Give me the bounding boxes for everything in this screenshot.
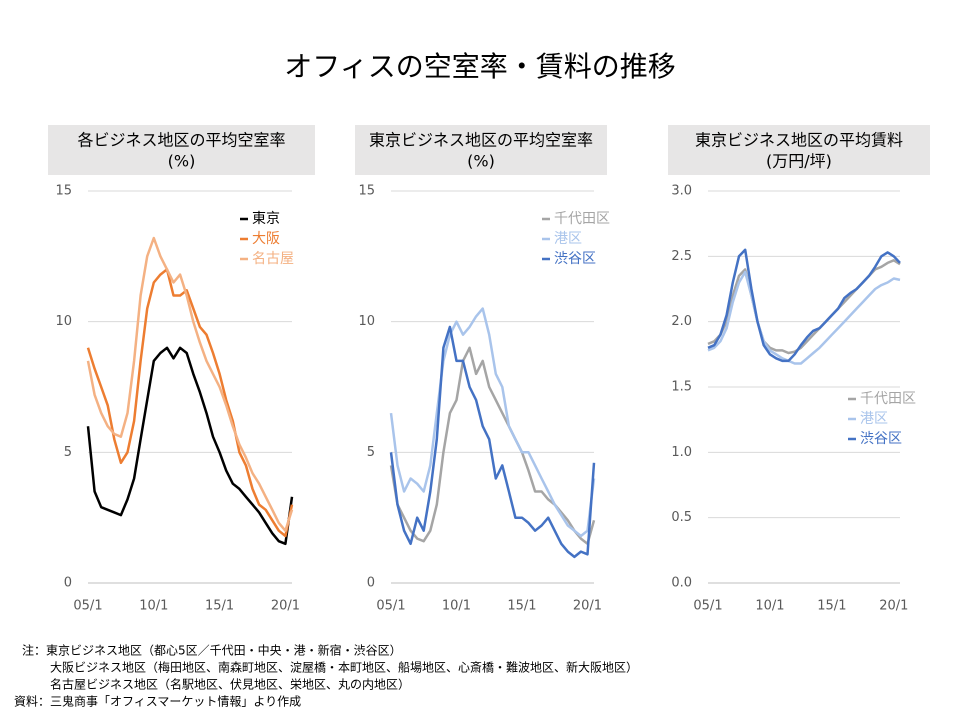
- y-tick-label: 15: [55, 184, 72, 199]
- data-line: [707, 270, 901, 365]
- y-tick-label: 5: [64, 445, 72, 460]
- x-tick-label: 10/1: [755, 599, 784, 614]
- data-line: [389, 346, 596, 546]
- x-tick-label: 20/1: [271, 599, 300, 614]
- x-tick-label: 20/1: [573, 599, 602, 614]
- legend-label: 千代田区: [554, 211, 610, 227]
- x-tick-label: 20/1: [879, 599, 908, 614]
- x-tick-label: 15/1: [507, 599, 536, 614]
- data-line: [86, 236, 294, 532]
- y-tick-label: 0.0: [671, 576, 692, 591]
- legend-label: 港区: [554, 231, 582, 247]
- y-tick-label: 2.0: [671, 314, 692, 329]
- legend-label: 名古屋: [252, 251, 294, 267]
- x-tick-label: 15/1: [205, 599, 234, 614]
- y-tick-label: 1.5: [671, 380, 692, 395]
- note: 資料：三鬼商事「オフィスマーケット情報」より作成: [14, 694, 301, 709]
- legend-label: 東京: [252, 211, 280, 227]
- y-tick-label: 2.5: [671, 249, 692, 264]
- panel-title: 東京ビジネス地区の平均空室率: [369, 131, 593, 150]
- data-line: [86, 268, 294, 538]
- legend-label: 大阪: [252, 231, 280, 247]
- x-tick-label: 05/1: [376, 599, 405, 614]
- y-tick-label: 5: [367, 445, 375, 460]
- data-line: [86, 346, 294, 546]
- y-tick-label: 15: [358, 184, 375, 199]
- y-tick-label: 3.0: [671, 184, 692, 199]
- legend-label: 港区: [860, 411, 888, 427]
- data-line: [389, 307, 596, 538]
- legend-label: 渋谷区: [554, 251, 596, 267]
- panel-unit: (%): [467, 152, 495, 171]
- panel-unit: (%): [168, 152, 196, 171]
- y-tick-label: 10: [358, 314, 375, 329]
- y-tick-label: 10: [55, 314, 72, 329]
- x-tick-label: 10/1: [442, 599, 471, 614]
- legend-label: 千代田区: [860, 391, 916, 407]
- y-tick-label: 0.5: [671, 510, 692, 525]
- x-tick-label: 05/1: [693, 599, 722, 614]
- panel-unit: (万円/坪): [766, 152, 832, 171]
- panel-header: [668, 125, 930, 175]
- panel-title: 東京ビジネス地区の平均賃料: [695, 131, 903, 150]
- data-line: [707, 248, 901, 363]
- slide-title: オフィスの空室率・賃料の推移: [284, 50, 675, 83]
- x-tick-label: 10/1: [139, 599, 168, 614]
- y-tick-label: 0: [64, 576, 72, 591]
- legend-label: 渋谷区: [860, 431, 902, 447]
- x-tick-label: 05/1: [73, 599, 102, 614]
- panel-header: [355, 125, 607, 175]
- data-line: [389, 325, 596, 559]
- y-tick-label: 0: [367, 576, 375, 591]
- panel-header: [48, 125, 315, 175]
- panel-title: 各ビジネス地区の平均空室率: [77, 131, 285, 150]
- note: 大阪ビジネス地区（梅田地区、南森町地区、淀屋橋・本町地区、船場地区、心斎橋・難波…: [50, 660, 638, 675]
- y-tick-label: 1.0: [671, 445, 692, 460]
- x-tick-label: 15/1: [817, 599, 846, 614]
- note: 名古屋ビジネス地区（名駅地区、伏見地区、栄地区、丸の内地区）: [50, 677, 410, 692]
- note: 注：東京ビジネス地区（都心5区／千代田・中央・港・新宿・渋谷区）: [22, 643, 402, 658]
